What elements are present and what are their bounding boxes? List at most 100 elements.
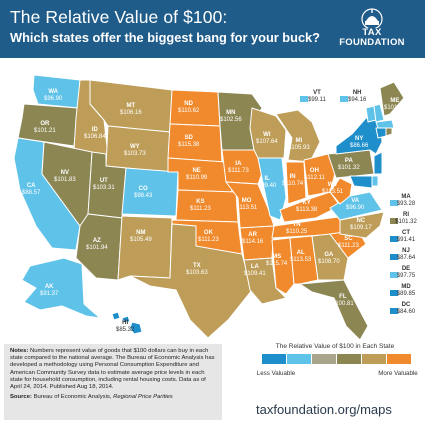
label-al: AL $113.53 bbox=[290, 250, 312, 263]
legend-less-label: Less Valuable bbox=[256, 370, 296, 377]
label-ks: KS $111.23 bbox=[190, 199, 211, 212]
state-ma bbox=[375, 119, 395, 129]
state-nj bbox=[373, 151, 383, 175]
source-text: Bureau of Economic Analysis, bbox=[33, 394, 112, 401]
legend-swatch-3 bbox=[337, 354, 361, 364]
label-fl: FL $100.81 bbox=[332, 294, 354, 307]
label-in: IN $110.74 bbox=[282, 174, 304, 187]
state-wa bbox=[32, 74, 81, 109]
label-ga: GA $108.70 bbox=[318, 252, 340, 265]
label-la: LA $109.41 bbox=[244, 264, 266, 277]
label-ny: NY $86.66 bbox=[350, 136, 369, 149]
label-nh: NH $94.16 bbox=[348, 90, 367, 103]
notes-text: Notes: Numbers represent value of goods … bbox=[10, 348, 216, 391]
state-tx bbox=[129, 223, 253, 339]
source-italic: Regional Price Parities bbox=[113, 394, 173, 401]
label-me: ME $101.52 bbox=[384, 98, 406, 111]
state-fl bbox=[299, 279, 369, 341]
label-mt: MT $106.16 bbox=[120, 103, 142, 116]
map-shapes bbox=[13, 74, 405, 341]
side-swatches bbox=[300, 96, 398, 314]
legend-swatch-4 bbox=[362, 354, 386, 364]
label-ne: NE $110.99 bbox=[186, 168, 208, 181]
label-ar: AR $114.16 bbox=[242, 232, 264, 245]
state-oh bbox=[303, 153, 337, 197]
label-ok: OK $111.23 bbox=[198, 230, 219, 243]
label-id: ID $106.84 bbox=[84, 127, 106, 140]
state-ri bbox=[385, 127, 393, 137]
state-wv bbox=[329, 177, 353, 205]
logo-text-tax: TAX bbox=[362, 27, 382, 38]
label-nj: NJ $87.64 bbox=[396, 248, 416, 261]
legend-swatch-0 bbox=[262, 354, 286, 364]
state-nc bbox=[339, 211, 385, 239]
label-ky: KY $113.38 bbox=[296, 200, 318, 213]
logo-text-foundation: FOUNDATION bbox=[339, 37, 405, 48]
label-ut: UT $103.31 bbox=[93, 178, 115, 191]
label-sd: SD $115.38 bbox=[178, 135, 200, 148]
page-title: The Relative Value of $100: bbox=[10, 7, 228, 27]
us-map: WA $96.90 OR $101.21 CA $88.57 ID $106.84 NV… bbox=[0, 58, 425, 341]
state-md bbox=[349, 175, 373, 189]
legend-swatch-2 bbox=[312, 354, 336, 364]
label-nd: ND $110.62 bbox=[178, 101, 200, 114]
notes-body: Numbers represent value of goods that $1… bbox=[10, 348, 215, 391]
label-ia: IA $111.73 bbox=[228, 161, 249, 174]
label-az: AZ $101.94 bbox=[86, 238, 108, 251]
label-pa: PA $101.32 bbox=[338, 158, 360, 171]
state-ms bbox=[271, 237, 295, 295]
state-mi bbox=[275, 109, 321, 163]
label-co: CO $98.43 bbox=[134, 186, 153, 199]
label-or: OR $101.21 bbox=[34, 121, 56, 134]
label-nc: NC $109.17 bbox=[350, 218, 372, 231]
label-wv: WV $113.51 bbox=[322, 182, 344, 195]
website-url[interactable]: taxfoundation.org/maps bbox=[256, 402, 392, 417]
label-va: VA $96.90 bbox=[346, 198, 365, 211]
state-la bbox=[243, 257, 287, 305]
label-wi: WI $107.64 bbox=[256, 132, 278, 145]
state-il bbox=[257, 157, 287, 221]
state-al bbox=[289, 235, 319, 285]
label-vt: VT $99.11 bbox=[308, 90, 326, 103]
state-me bbox=[379, 81, 405, 117]
label-oh: OH $112.11 bbox=[304, 168, 325, 181]
notes-label: Notes: bbox=[10, 348, 29, 354]
state-nh bbox=[373, 103, 385, 123]
source-label: Source: bbox=[10, 394, 32, 401]
label-ma: MA $93.28 bbox=[396, 194, 416, 207]
legend-color-scale bbox=[262, 354, 411, 364]
source-line: Source: Bureau of Economic Analysis, Reg… bbox=[10, 394, 216, 401]
state-ia bbox=[221, 149, 265, 185]
state-ct bbox=[375, 127, 387, 139]
label-ak: AK $91.37 bbox=[40, 284, 59, 297]
label-tn: TN $110.25 bbox=[286, 222, 308, 235]
label-hi: HI $85.32 bbox=[116, 320, 135, 333]
label-ct: CT $91.41 bbox=[396, 230, 416, 243]
label-dc: DC $84.60 bbox=[396, 302, 416, 315]
state-de bbox=[371, 175, 379, 187]
legend-title: The Relative Value of $100 in Each State bbox=[275, 343, 395, 350]
page-subtitle: Which states offer the biggest bang for … bbox=[10, 30, 320, 45]
label-wy: WY $103.73 bbox=[124, 144, 146, 157]
state-in bbox=[285, 161, 307, 205]
label-ca: CA $88.57 bbox=[22, 183, 41, 196]
label-mi: MI $105.93 bbox=[288, 138, 310, 151]
label-il: IL $99.40 bbox=[258, 176, 277, 189]
label-sc: SC $111.23 bbox=[338, 236, 359, 249]
label-ms: MS $115.74 bbox=[266, 254, 288, 267]
label-mo: MO $113.51 bbox=[236, 198, 258, 211]
label-wa: WA $96.90 bbox=[44, 89, 63, 102]
label-ri: RI $101.32 bbox=[395, 212, 417, 225]
notes-box: Notes: Numbers represent value of goods … bbox=[4, 344, 222, 420]
tax-foundation-logo: TAX FOUNDATION bbox=[333, 6, 411, 52]
state-ak bbox=[21, 257, 101, 319]
legend-more-label: More Valuable bbox=[378, 370, 418, 377]
state-ny bbox=[335, 117, 383, 155]
label-mn: MN $102.56 bbox=[220, 110, 242, 123]
label-nm: NM $105.49 bbox=[130, 230, 152, 243]
label-nv: NV $101.83 bbox=[54, 170, 76, 183]
capitol-dome-icon bbox=[361, 8, 383, 28]
label-md: MD $89.85 bbox=[396, 284, 416, 297]
legend-swatch-5 bbox=[387, 354, 411, 364]
label-de: DE $97.75 bbox=[396, 266, 416, 279]
